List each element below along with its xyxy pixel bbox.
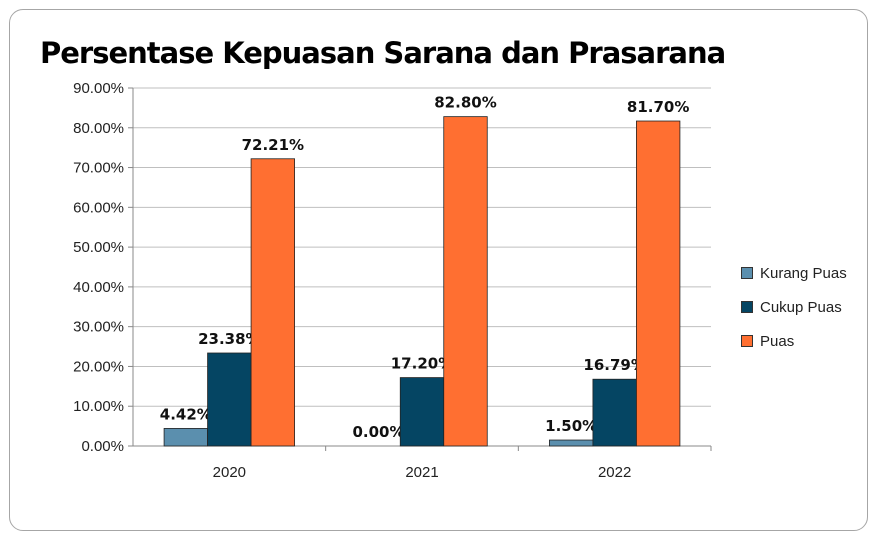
chart-title: Persentase Kepuasan Sarana dan Prasarana bbox=[40, 36, 726, 70]
legend-item: Puas bbox=[741, 324, 847, 358]
data-label: 23.38% bbox=[198, 330, 260, 348]
legend: Kurang Puas Cukup Puas Puas bbox=[741, 256, 847, 358]
data-label: 17.20% bbox=[391, 355, 453, 373]
bar-puas bbox=[250, 158, 295, 447]
y-tick-label: 30.00% bbox=[73, 319, 124, 336]
y-tick-label: 10.00% bbox=[73, 398, 124, 415]
y-tick-label: 60.00% bbox=[73, 199, 124, 216]
legend-label: Kurang Puas bbox=[760, 264, 847, 282]
bar-puas bbox=[636, 120, 681, 447]
x-tick-label: 2022 bbox=[598, 464, 631, 481]
bar-cukup-puas bbox=[207, 352, 252, 447]
x-tick-label: 2020 bbox=[213, 464, 246, 481]
data-label: 82.80% bbox=[434, 94, 496, 112]
y-tick-label: 0.00% bbox=[81, 438, 124, 455]
legend-swatch bbox=[741, 335, 753, 347]
bar-puas bbox=[443, 116, 488, 447]
data-label: 16.79% bbox=[583, 356, 645, 374]
y-tick-label: 90.00% bbox=[73, 80, 124, 97]
data-label: 72.21% bbox=[242, 136, 304, 154]
bar-cukup-puas bbox=[399, 377, 445, 447]
x-tick-label: 2021 bbox=[405, 464, 438, 481]
legend-swatch bbox=[741, 301, 753, 313]
bar-kurang-puas bbox=[163, 428, 208, 447]
data-label: 81.70% bbox=[627, 98, 689, 116]
legend-item: Kurang Puas bbox=[741, 256, 847, 290]
data-label: 4.42% bbox=[160, 405, 212, 423]
y-tick-label: 80.00% bbox=[73, 120, 124, 137]
y-tick-label: 50.00% bbox=[73, 239, 124, 256]
legend-item: Cukup Puas bbox=[741, 290, 847, 324]
data-label: 0.00% bbox=[352, 423, 404, 441]
bar-cukup-puas bbox=[592, 378, 637, 447]
y-tick-label: 20.00% bbox=[73, 358, 124, 375]
data-label: 1.50% bbox=[545, 417, 597, 435]
legend-label: Puas bbox=[760, 332, 795, 350]
bar-kurang-puas bbox=[549, 439, 594, 447]
y-tick-label: 40.00% bbox=[73, 279, 124, 296]
legend-label: Cukup Puas bbox=[760, 298, 842, 316]
legend-swatch bbox=[741, 267, 753, 279]
y-tick-label: 70.00% bbox=[73, 160, 124, 177]
